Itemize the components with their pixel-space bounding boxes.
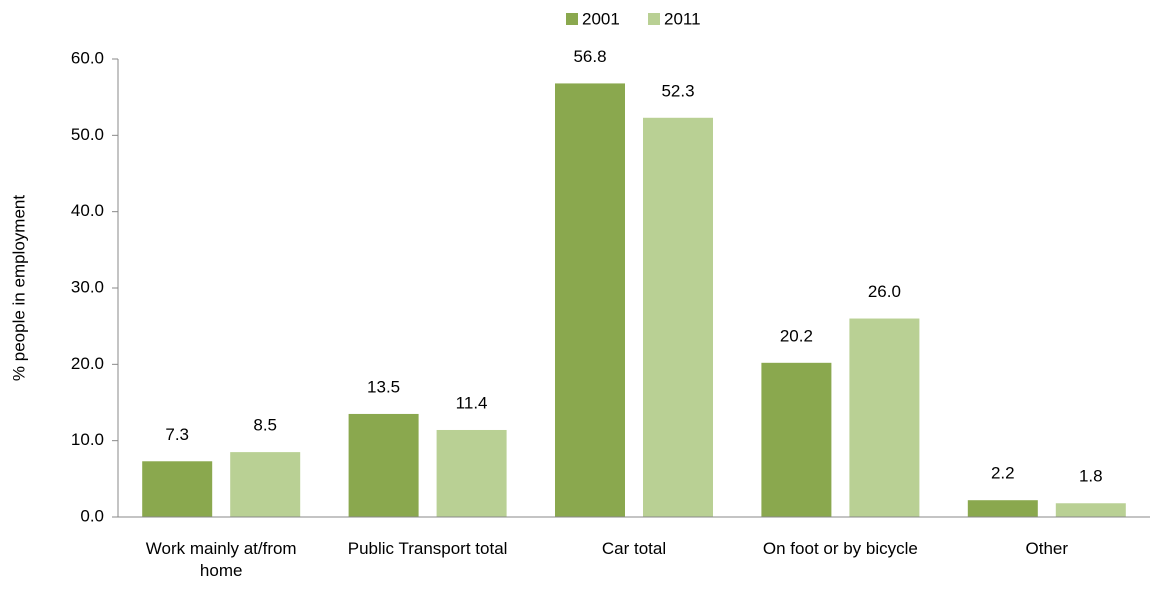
value-label: 11.4 bbox=[456, 393, 488, 412]
bar bbox=[142, 461, 213, 517]
legend-label: 2001 bbox=[582, 9, 620, 28]
value-label: 8.5 bbox=[253, 416, 277, 435]
value-label: 2.2 bbox=[991, 464, 1015, 483]
bar bbox=[643, 117, 713, 517]
bar bbox=[1055, 503, 1126, 517]
value-label: 56.8 bbox=[573, 47, 606, 66]
bar bbox=[555, 83, 625, 517]
value-label: 7.3 bbox=[165, 425, 189, 444]
y-tick-label: 40.0 bbox=[71, 201, 104, 220]
legend-swatch bbox=[566, 13, 578, 25]
legend-label: 2011 bbox=[664, 9, 701, 28]
bar bbox=[967, 500, 1038, 517]
bar bbox=[849, 318, 920, 517]
bar bbox=[348, 413, 419, 517]
y-tick-label: 30.0 bbox=[71, 277, 104, 296]
y-tick-label: 20.0 bbox=[71, 354, 104, 373]
x-tick-label: Work mainly at/from home bbox=[145, 539, 297, 580]
y-tick-label: 60.0 bbox=[71, 48, 104, 67]
y-tick-label: 0.0 bbox=[80, 506, 104, 525]
legend-swatch bbox=[648, 13, 660, 25]
value-label: 52.3 bbox=[661, 81, 694, 100]
x-tick-label: Public Transport total bbox=[347, 539, 508, 558]
value-label: 26.0 bbox=[868, 282, 901, 301]
value-label: 20.2 bbox=[780, 326, 813, 345]
x-tick-label: Car total bbox=[601, 539, 667, 558]
bar bbox=[230, 452, 301, 517]
x-tick-label: Other bbox=[1025, 539, 1069, 558]
x-tick-label: On foot or by bicycle bbox=[762, 539, 918, 558]
value-label: 1.8 bbox=[1079, 467, 1103, 486]
y-axis-label: % people in employment bbox=[9, 195, 28, 381]
value-label: 13.5 bbox=[367, 377, 400, 396]
y-tick-label: 10.0 bbox=[71, 430, 104, 449]
bar bbox=[761, 362, 832, 517]
bar bbox=[436, 429, 507, 517]
y-tick-label: 50.0 bbox=[71, 125, 104, 144]
